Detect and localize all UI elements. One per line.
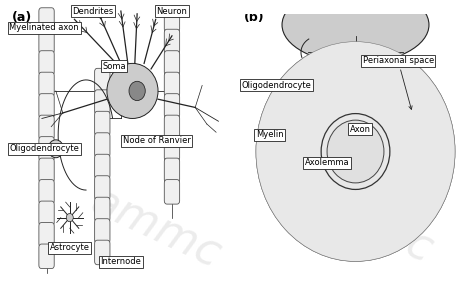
Text: Oligodendrocyte: Oligodendrocyte	[242, 81, 311, 90]
FancyBboxPatch shape	[95, 90, 110, 114]
Ellipse shape	[309, 101, 402, 203]
Ellipse shape	[292, 81, 419, 222]
Text: Axon: Axon	[350, 125, 371, 134]
Text: Periaxonal space: Periaxonal space	[363, 56, 434, 109]
FancyBboxPatch shape	[164, 115, 180, 140]
FancyBboxPatch shape	[39, 137, 54, 161]
FancyBboxPatch shape	[39, 180, 54, 204]
Ellipse shape	[282, 0, 429, 64]
FancyBboxPatch shape	[39, 51, 54, 75]
Ellipse shape	[327, 120, 384, 183]
Text: Axolemma: Axolemma	[305, 158, 349, 167]
Text: Dendrites: Dendrites	[73, 6, 114, 15]
FancyBboxPatch shape	[164, 8, 180, 32]
Ellipse shape	[285, 74, 425, 229]
Ellipse shape	[315, 107, 396, 196]
FancyBboxPatch shape	[95, 68, 110, 93]
Text: ammc: ammc	[295, 175, 439, 272]
FancyBboxPatch shape	[164, 94, 180, 118]
Ellipse shape	[107, 64, 158, 119]
FancyBboxPatch shape	[39, 115, 54, 140]
FancyBboxPatch shape	[95, 133, 110, 157]
FancyBboxPatch shape	[39, 244, 54, 269]
FancyBboxPatch shape	[164, 158, 180, 183]
Ellipse shape	[268, 55, 443, 248]
Text: ammc: ammc	[84, 180, 228, 277]
FancyBboxPatch shape	[39, 223, 54, 247]
FancyBboxPatch shape	[164, 180, 180, 204]
FancyBboxPatch shape	[39, 29, 54, 54]
Ellipse shape	[321, 114, 390, 189]
FancyBboxPatch shape	[39, 72, 54, 97]
Text: Soma: Soma	[102, 62, 126, 71]
Ellipse shape	[321, 114, 390, 189]
FancyBboxPatch shape	[39, 8, 54, 32]
Text: Internode: Internode	[100, 257, 141, 266]
FancyBboxPatch shape	[95, 111, 110, 136]
FancyBboxPatch shape	[39, 201, 54, 226]
Bar	[237, 0, 474, 14]
Ellipse shape	[129, 81, 145, 101]
FancyBboxPatch shape	[95, 240, 110, 265]
Text: Oligodendrocyte: Oligodendrocyte	[9, 144, 79, 153]
Ellipse shape	[262, 48, 449, 255]
FancyBboxPatch shape	[39, 94, 54, 118]
Ellipse shape	[298, 87, 413, 216]
FancyBboxPatch shape	[164, 72, 180, 97]
Text: Myelin: Myelin	[256, 130, 283, 139]
Text: Node of Ranvier: Node of Ranvier	[123, 136, 191, 145]
FancyBboxPatch shape	[164, 29, 180, 54]
Ellipse shape	[256, 42, 455, 261]
Text: Neuron: Neuron	[156, 6, 187, 15]
Text: (b): (b)	[244, 11, 265, 24]
FancyBboxPatch shape	[164, 51, 180, 75]
FancyBboxPatch shape	[95, 197, 110, 222]
FancyBboxPatch shape	[39, 158, 54, 183]
FancyBboxPatch shape	[95, 154, 110, 179]
FancyBboxPatch shape	[164, 137, 180, 161]
Ellipse shape	[48, 140, 64, 158]
Ellipse shape	[303, 94, 408, 209]
Text: Myelinated axon: Myelinated axon	[9, 23, 79, 32]
Ellipse shape	[66, 214, 73, 222]
FancyBboxPatch shape	[95, 219, 110, 243]
Ellipse shape	[256, 42, 455, 261]
Text: (a): (a)	[12, 11, 32, 24]
Ellipse shape	[327, 120, 384, 183]
Ellipse shape	[274, 61, 437, 242]
Ellipse shape	[280, 68, 431, 235]
Ellipse shape	[53, 146, 58, 152]
FancyBboxPatch shape	[95, 176, 110, 200]
Text: Astrocyte: Astrocyte	[50, 243, 90, 252]
